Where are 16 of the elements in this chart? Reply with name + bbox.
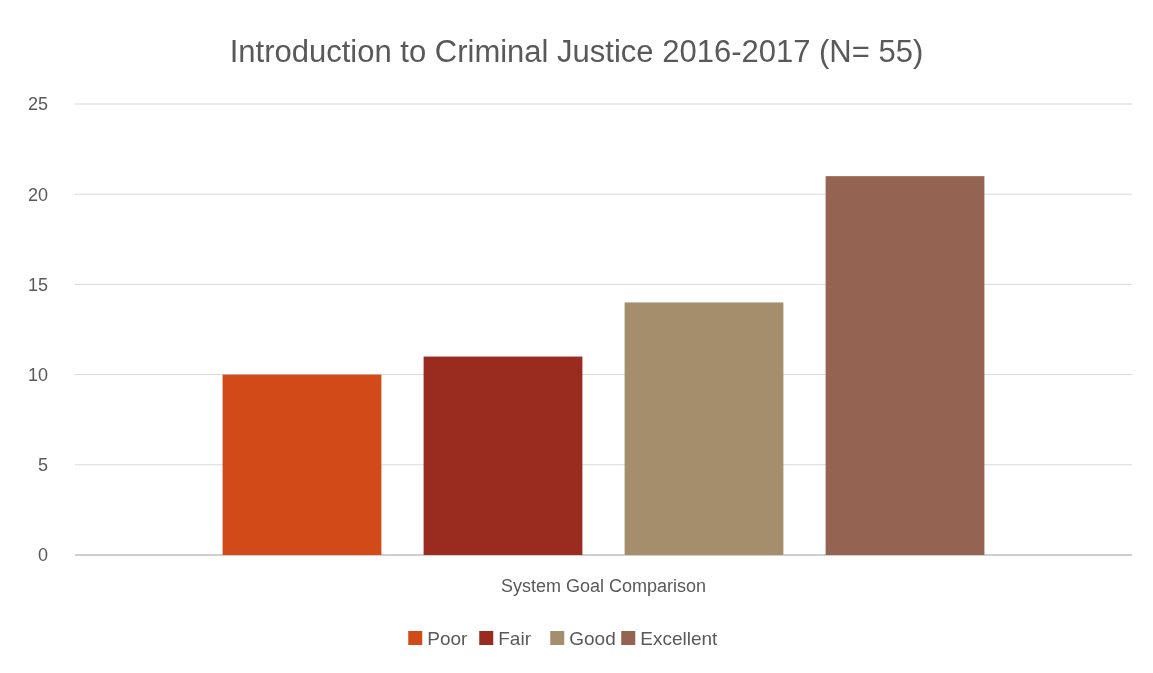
y-tick-label: 5	[37, 455, 48, 476]
bar	[423, 356, 583, 555]
bar	[222, 374, 382, 555]
bar	[825, 176, 985, 555]
y-tick-label: 0	[37, 545, 48, 566]
x-tick-label: System Goal Comparison	[500, 576, 707, 596]
bar	[624, 302, 784, 555]
legend-label: Fair	[498, 627, 532, 649]
y-tick-label: 10	[27, 364, 48, 385]
legend-label: Good	[569, 627, 616, 649]
y-tick-label: 25	[27, 94, 48, 115]
chart-title: Introduction to Criminal Justice 2016-2017 (N= 55)	[229, 34, 924, 69]
legend-label: Excellent	[640, 627, 719, 649]
legend-label: Poor	[427, 627, 469, 649]
y-tick-label: 20	[27, 184, 48, 205]
y-tick-label: 15	[27, 274, 48, 295]
